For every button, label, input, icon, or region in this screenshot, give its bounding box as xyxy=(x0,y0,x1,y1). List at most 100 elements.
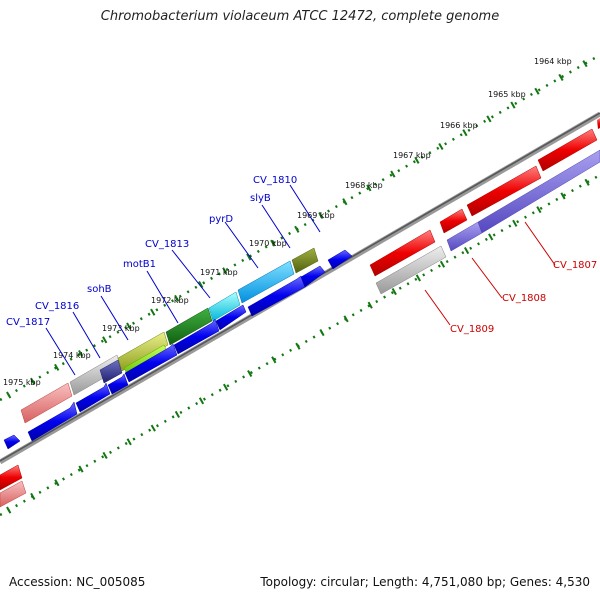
gene-cv1810-arrow[interactable] xyxy=(291,247,319,274)
tick-label: 1966 kbp xyxy=(440,121,478,130)
ruler-tick xyxy=(150,308,156,316)
ruler-tick xyxy=(126,322,132,330)
ruler-tick xyxy=(510,101,516,109)
minus-strand-labels: CV_1809 CV_1808 CV_1807 xyxy=(450,260,597,335)
ruler-tick xyxy=(367,301,373,309)
gene-cv1817-arrow[interactable] xyxy=(20,382,73,424)
gene-arrow[interactable] xyxy=(0,464,23,491)
ruler-tick xyxy=(174,294,180,302)
ruler-tick xyxy=(391,288,397,296)
ruler-tick xyxy=(486,115,492,123)
gene-arrow[interactable] xyxy=(3,434,21,450)
ruler-tick xyxy=(54,363,60,371)
gene-label[interactable]: CV_1807 xyxy=(553,260,597,271)
gene-label[interactable]: pyrD xyxy=(209,214,233,225)
gene-cv1809-arrow[interactable] xyxy=(375,245,447,295)
tick-label: 1974 kbp xyxy=(53,351,91,360)
ruler-tick xyxy=(343,315,349,323)
gene-arrow[interactable] xyxy=(27,401,78,442)
gene-arrow[interactable] xyxy=(215,304,247,331)
tick-label: 1975 kbp xyxy=(3,378,41,387)
ruler-line-outer xyxy=(0,53,600,402)
tick-label: 1968 kbp xyxy=(345,181,383,190)
ruler-tick xyxy=(319,328,325,337)
gene-arrow[interactable] xyxy=(537,128,598,172)
gene-cv1813-arrow[interactable] xyxy=(165,307,213,346)
ruler-tick xyxy=(30,377,36,385)
ruler-tick xyxy=(536,206,542,214)
ruler-tick xyxy=(6,391,12,399)
gene-arrow[interactable] xyxy=(597,118,600,129)
ruler-tick xyxy=(414,156,420,164)
gene-arrow[interactable] xyxy=(173,318,220,355)
gene-arrow[interactable] xyxy=(75,382,111,413)
ruler-tick xyxy=(584,178,590,186)
ruler-tick xyxy=(150,424,156,432)
ruler-tick xyxy=(271,356,277,364)
gene-cv1807-arrow[interactable] xyxy=(477,149,600,234)
ruler-tick xyxy=(126,438,132,446)
gene-sohb-arrow[interactable] xyxy=(99,359,123,384)
ruler-tick xyxy=(438,142,444,151)
ruler-tick xyxy=(463,247,470,255)
ruler-tick xyxy=(174,410,180,419)
gene-arrow[interactable] xyxy=(439,208,468,234)
gene-arrow[interactable] xyxy=(369,229,436,277)
gene-arrow[interactable] xyxy=(124,343,178,383)
ruler-tick xyxy=(342,198,348,206)
ruler-tick xyxy=(78,350,84,358)
ruler-tick xyxy=(560,192,566,200)
ruler-tick xyxy=(30,492,36,500)
ruler-tick xyxy=(223,383,229,391)
gene-arrow[interactable] xyxy=(0,480,27,508)
genome-summary-text: Topology: circular; Length: 4,751,080 bp… xyxy=(260,575,590,589)
ruler-tick xyxy=(6,506,12,514)
gene-label[interactable]: CV_1808 xyxy=(502,293,546,304)
ruler-tick xyxy=(102,451,108,459)
gene-label[interactable]: CV_1817 xyxy=(6,317,50,328)
ruler-tick xyxy=(247,369,253,378)
ruler-tick xyxy=(390,170,396,178)
gene-arrow[interactable] xyxy=(466,165,542,217)
plus-strand-leaders xyxy=(45,184,321,376)
ruler-tick xyxy=(198,281,204,289)
minus-strand-genes xyxy=(0,118,600,508)
gene-slyb-arrow[interactable] xyxy=(237,260,295,304)
ruler-tick xyxy=(54,479,60,487)
ruler-tick xyxy=(415,274,421,282)
gene-arrow[interactable] xyxy=(300,265,326,288)
tick-label: 1971 kbp xyxy=(200,268,238,277)
tick-label: 1967 kbp xyxy=(393,151,431,160)
ruler-tick xyxy=(558,73,564,81)
ruler-tick xyxy=(270,239,276,247)
tick-label: 1965 kbp xyxy=(488,90,526,99)
gene-label[interactable]: CV_1813 xyxy=(145,239,189,250)
gene-arrow[interactable] xyxy=(327,249,353,270)
ruler-tick xyxy=(102,336,108,344)
ruler-ticks-outer xyxy=(6,60,588,399)
ruler-tick xyxy=(512,219,518,227)
tick-label: 1969 kbp xyxy=(297,211,335,220)
minus-strand-leaders xyxy=(424,221,556,326)
ruler-tick xyxy=(462,129,468,137)
gene-label[interactable]: CV_1810 xyxy=(253,175,297,186)
gene-arrow[interactable] xyxy=(107,373,129,395)
gene-motb1-arrow[interactable] xyxy=(117,331,169,372)
ruler-tick xyxy=(366,184,372,192)
accession-text: Accession: NC_005085 xyxy=(9,575,146,589)
ruler-tick xyxy=(534,87,540,95)
gene-label[interactable]: CV_1816 xyxy=(35,301,79,312)
gene-label[interactable]: slyB xyxy=(250,193,271,204)
gene-label[interactable]: CV_1809 xyxy=(450,324,494,335)
gene-label[interactable]: sohB xyxy=(87,284,112,295)
plus-strand-blue-genes xyxy=(3,249,353,450)
gene-label[interactable]: motB1 xyxy=(123,259,156,270)
gene-pyrd-arrow[interactable] xyxy=(208,291,241,322)
ruler-tick xyxy=(582,60,588,68)
ruler-tick xyxy=(318,211,324,220)
plus-strand-outer-genes xyxy=(20,247,319,424)
ruler-tick xyxy=(294,225,300,233)
ruler-tick xyxy=(78,465,84,473)
